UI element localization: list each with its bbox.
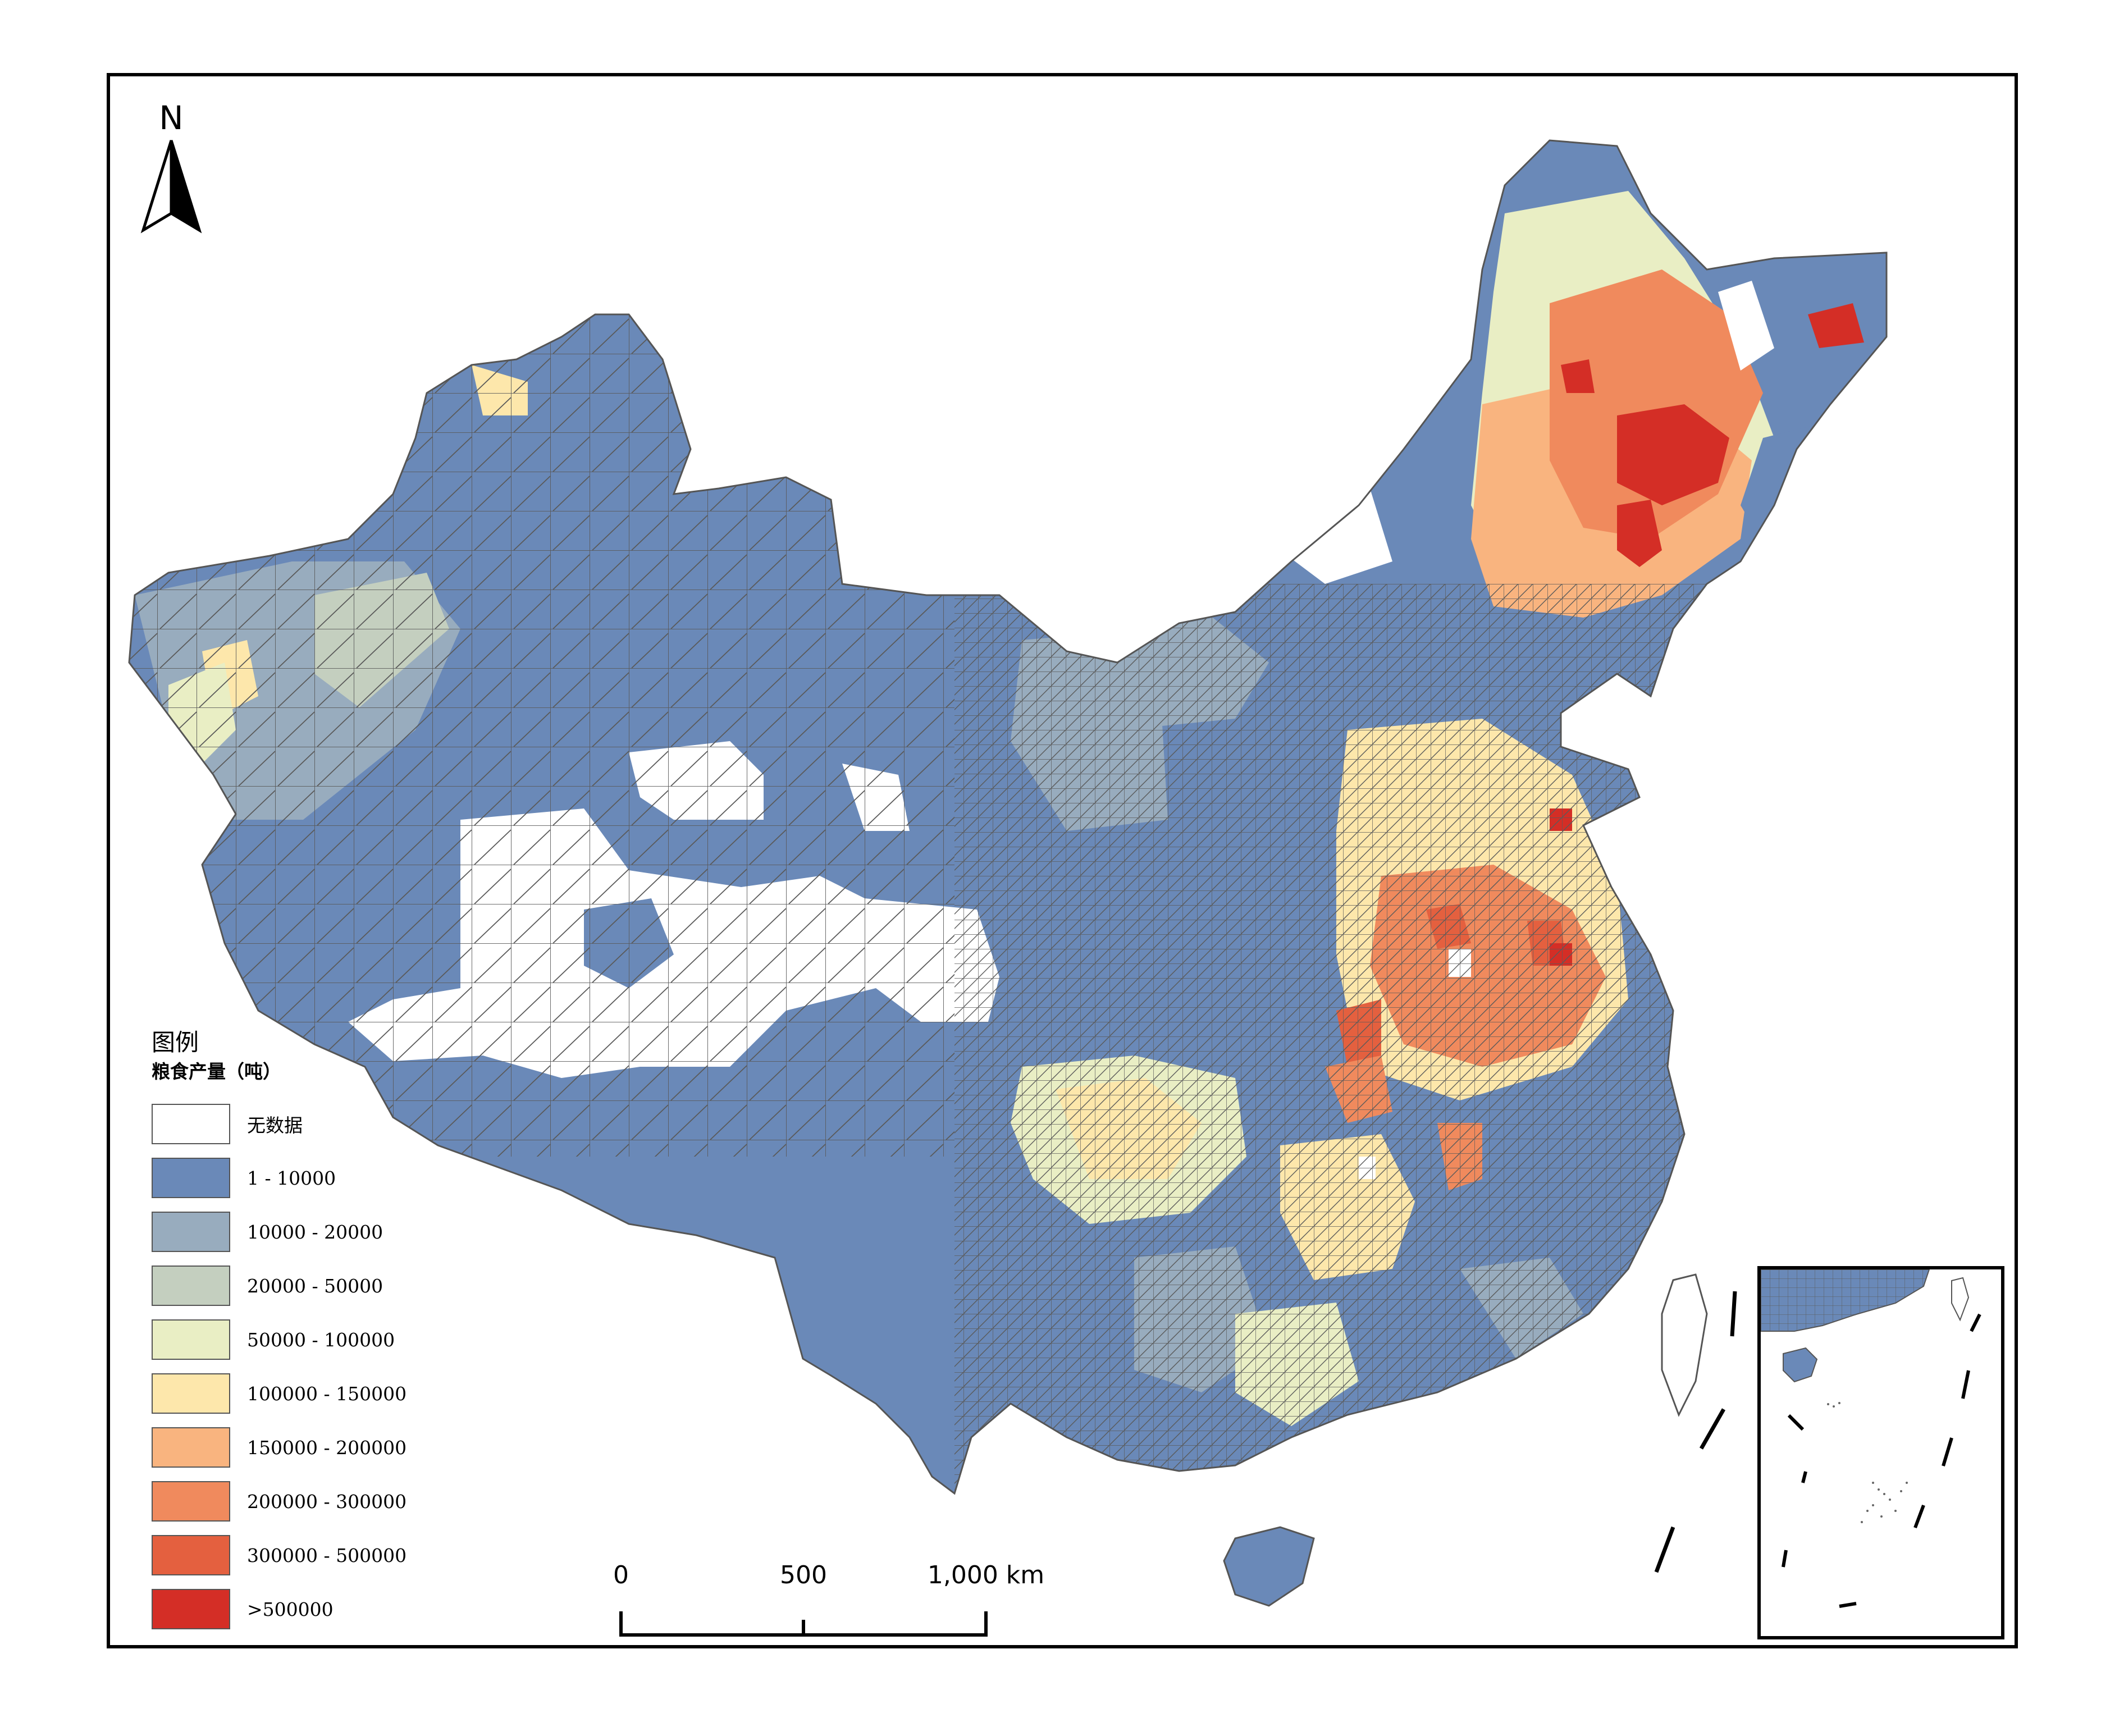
legend-label: 150000 - 200000 <box>247 1436 407 1459</box>
hainan-island <box>1223 1526 1315 1607</box>
inset-islands <box>1827 1402 1908 1523</box>
qiqihar-red-core <box>1561 359 1595 393</box>
legend-label: 20000 - 50000 <box>247 1274 383 1297</box>
legend-label: >500000 <box>247 1598 334 1620</box>
legend-label: 200000 - 300000 <box>247 1490 407 1513</box>
scale-bar: 0 500 1,000 km <box>612 1561 1044 1634</box>
legend-swatch <box>152 1319 230 1360</box>
jilin-red-core <box>1617 500 1662 567</box>
nine-dash-line <box>1654 1291 1737 1573</box>
north-arrow: N <box>135 101 208 241</box>
north-label: N <box>159 99 184 137</box>
legend-swatch <box>152 1104 230 1144</box>
inset-mainland-mesh <box>1761 1269 1929 1331</box>
legend-swatch <box>152 1535 230 1575</box>
inset-hainan <box>1783 1347 1818 1383</box>
legend-swatch <box>152 1266 230 1306</box>
legend-swatch <box>152 1158 230 1198</box>
legend-item: 10000 - 20000 <box>152 1205 466 1259</box>
legend-swatch <box>152 1589 230 1629</box>
north-arrow-graphic <box>140 140 202 234</box>
inset-nine-dash-line <box>1782 1313 1981 1608</box>
legend-item: 50000 - 100000 <box>152 1313 466 1367</box>
legend-subtitle: 粮食产量（吨） <box>152 1061 281 1082</box>
legend-swatch <box>152 1427 230 1468</box>
legend-item: 200000 - 300000 <box>152 1474 466 1528</box>
scale-label-500: 500 <box>780 1561 827 1589</box>
legend-swatch <box>152 1212 230 1252</box>
legend-item: 300000 - 500000 <box>152 1528 466 1582</box>
legend-label: 1 - 10000 <box>247 1167 336 1189</box>
legend-swatch <box>152 1373 230 1414</box>
legend-label: 50000 - 100000 <box>247 1328 395 1351</box>
legend-item: >500000 <box>152 1582 466 1636</box>
legend-label: 无数据 <box>247 1114 303 1136</box>
south-china-sea-inset <box>1757 1266 2004 1639</box>
legend-item: 无数据 <box>152 1097 466 1151</box>
inset-taiwan <box>1951 1277 1970 1322</box>
legend-label: 10000 - 20000 <box>247 1221 383 1243</box>
legend: 图例 粮食产量（吨） 无数据 1 - 10000 10000 - 20000 2… <box>152 1027 466 1636</box>
legend-item: 20000 - 50000 <box>152 1259 466 1313</box>
heilongjiang-red-core <box>1617 404 1729 505</box>
legend-label: 100000 - 150000 <box>247 1382 407 1405</box>
legend-swatch <box>152 1481 230 1522</box>
legend-title: 图例 <box>152 1029 199 1056</box>
inner-mongolia-north-nodata <box>1370 309 1426 393</box>
legend-item: 100000 - 150000 <box>152 1367 466 1420</box>
scale-bar-graphic <box>619 1611 988 1637</box>
taiwan-island <box>1661 1273 1708 1417</box>
legend-item: 1 - 10000 <box>152 1151 466 1205</box>
scale-label-0: 0 <box>613 1561 629 1589</box>
legend-label: 300000 - 500000 <box>247 1544 407 1566</box>
legend-item: 150000 - 200000 <box>152 1420 466 1474</box>
scale-label-1000: 1,000 km <box>927 1561 1045 1589</box>
inset-map <box>1761 1269 1981 1608</box>
china-outline <box>128 139 1888 1495</box>
county-boundary-mesh-east <box>954 584 1853 1493</box>
heilongjiang-nodata <box>1718 281 1774 371</box>
hegang-red-core <box>1808 303 1864 348</box>
